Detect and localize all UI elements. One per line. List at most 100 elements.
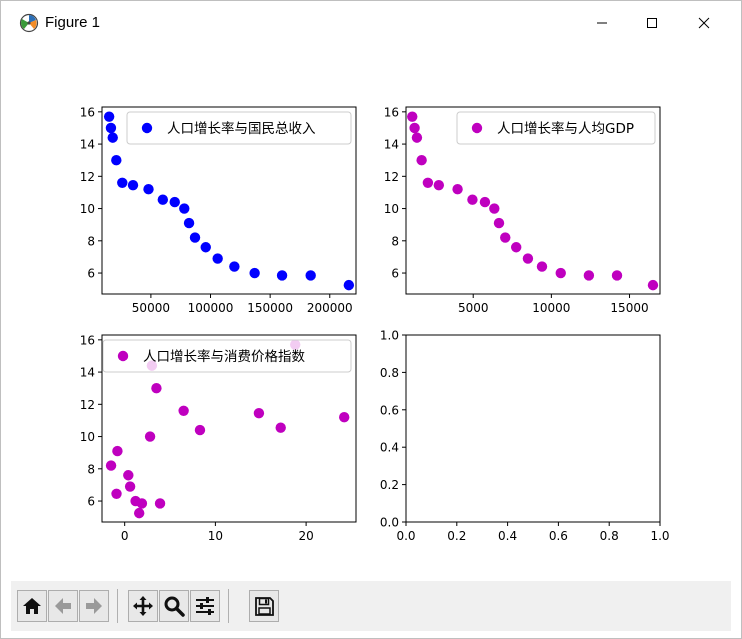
data-point — [407, 111, 418, 122]
home-icon — [23, 598, 41, 614]
data-point — [151, 382, 162, 394]
y-tick-label: 6 — [87, 495, 95, 509]
data-point — [117, 177, 128, 188]
maximize-button[interactable] — [629, 1, 675, 45]
back-arrow-icon — [55, 598, 71, 614]
save-button[interactable] — [249, 590, 279, 622]
minimize-icon — [597, 22, 607, 24]
data-point — [555, 267, 566, 279]
data-point — [111, 154, 122, 166]
y-tick-label: 8 — [87, 234, 95, 248]
y-tick-label: 0.6 — [380, 403, 399, 417]
pan-icon — [133, 596, 153, 616]
legend-box — [456, 111, 656, 145]
matplotlib-figure-icon — [19, 13, 39, 33]
data-point — [500, 232, 511, 243]
legend-box — [126, 111, 352, 145]
data-point — [433, 179, 445, 191]
data-point — [416, 154, 427, 166]
data-point — [479, 196, 491, 208]
data-point — [105, 122, 117, 134]
data-point — [411, 132, 423, 143]
forward-arrow-icon — [86, 598, 102, 614]
data-point — [189, 232, 201, 243]
close-button[interactable] — [681, 1, 727, 45]
data-point — [169, 196, 180, 208]
y-tick-label: 10 — [80, 430, 95, 444]
window-title: Figure 1 — [45, 14, 101, 31]
x-tick-label: 0.4 — [498, 529, 517, 543]
data-point — [144, 431, 156, 442]
data-point — [452, 184, 463, 195]
data-point — [123, 470, 134, 481]
y-tick-label: 0.8 — [380, 366, 399, 380]
data-point — [489, 203, 500, 214]
data-point — [647, 279, 659, 291]
y-tick-label: 8 — [87, 462, 95, 476]
data-point — [305, 270, 316, 281]
save-icon — [255, 597, 274, 616]
legend-box — [102, 339, 352, 373]
data-point — [611, 270, 623, 281]
x-tick-label: 200000 — [307, 301, 353, 315]
x-tick-label: 0.8 — [600, 529, 619, 543]
x-tick-label: 10000 — [532, 301, 570, 315]
data-point — [467, 194, 478, 205]
home-button[interactable] — [17, 590, 47, 622]
data-point — [253, 407, 265, 419]
data-point — [343, 279, 355, 291]
x-tick-label: 20 — [298, 529, 313, 543]
zoom-button[interactable] — [159, 590, 189, 622]
title-bar[interactable]: Figure 1 — [1, 1, 741, 45]
y-tick-label: 1.0 — [380, 329, 399, 343]
x-tick-label: 0.0 — [396, 529, 415, 543]
y-tick-label: 6 — [87, 267, 95, 281]
y-tick-label: 12 — [384, 170, 399, 184]
y-tick-label: 0.0 — [380, 516, 399, 530]
data-point — [136, 498, 148, 509]
data-point — [103, 111, 115, 122]
figure-canvas[interactable]: 50000 100000 150000 200000 6 8 10 12 14 16 人口增长率与国… — [11, 45, 731, 581]
y-tick-label: 16 — [384, 105, 399, 119]
data-point — [105, 460, 117, 471]
data-point — [143, 184, 154, 195]
y-tick-label: 12 — [80, 170, 95, 184]
data-point — [212, 253, 223, 264]
x-tick-label: 100000 — [188, 301, 234, 315]
configure-subplots-button[interactable] — [190, 590, 220, 622]
toolbar-separator — [228, 589, 229, 623]
minimize-button[interactable] — [579, 1, 625, 45]
data-point — [249, 267, 260, 279]
data-point — [124, 481, 136, 492]
data-point — [154, 498, 166, 509]
data-point — [275, 422, 286, 433]
x-tick-label: 50000 — [132, 301, 170, 315]
y-tick-label: 6 — [391, 267, 399, 281]
legend-marker — [471, 122, 483, 134]
axes-frame — [101, 106, 357, 295]
data-point — [200, 242, 211, 253]
data-point — [157, 194, 169, 205]
data-point — [522, 253, 534, 264]
y-tick-label: 14 — [80, 138, 95, 152]
data-point — [133, 507, 145, 519]
y-tick-label: 12 — [80, 398, 95, 412]
back-button[interactable] — [48, 590, 78, 622]
navigation-toolbar — [11, 581, 731, 631]
y-tick-label: 14 — [80, 366, 95, 380]
y-tick-label: 10 — [80, 202, 95, 216]
pan-button[interactable] — [128, 590, 158, 622]
legend-label: 人口增长率与消费价格指数 — [143, 348, 305, 365]
zoom-icon — [164, 596, 185, 617]
forward-button[interactable] — [79, 590, 109, 622]
y-tick-label: 16 — [80, 333, 95, 347]
x-tick-label: 0 — [121, 529, 129, 543]
data-point — [183, 217, 195, 229]
y-tick-label: 10 — [384, 202, 399, 216]
legend-marker — [141, 122, 153, 134]
data-point — [179, 203, 190, 214]
data-point — [194, 424, 206, 436]
data-point — [178, 405, 189, 416]
y-tick-label: 0.2 — [380, 478, 399, 492]
